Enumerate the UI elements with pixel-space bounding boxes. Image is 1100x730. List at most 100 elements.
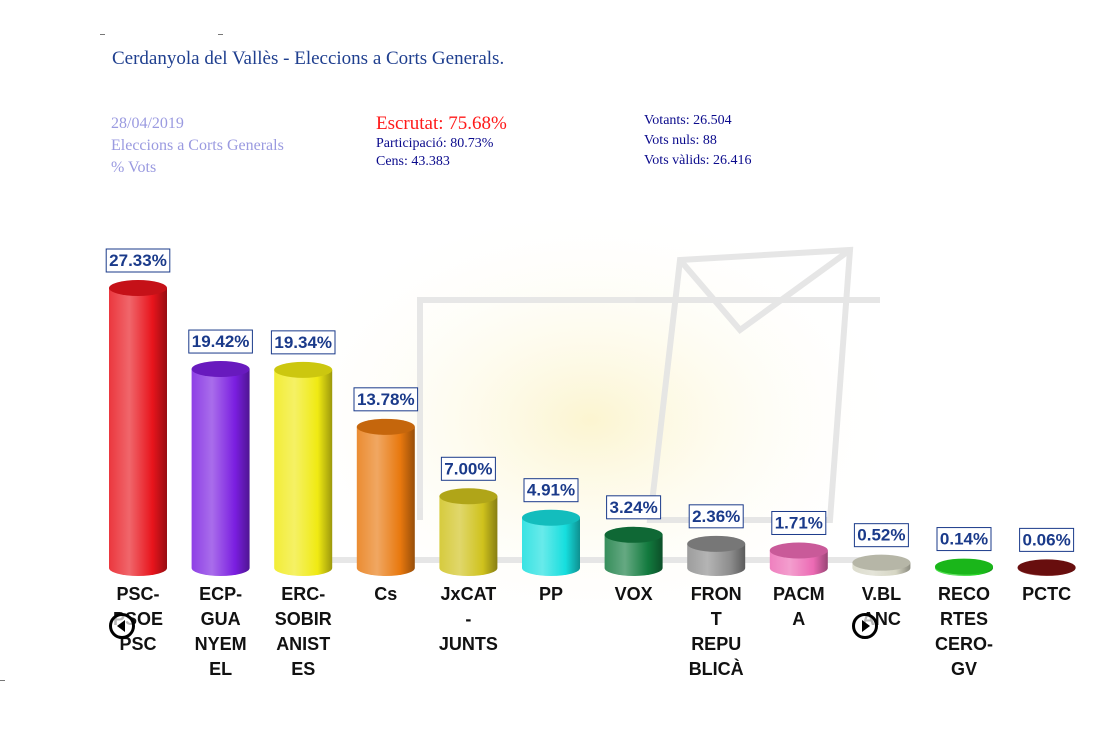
bar-group: 7.00% JxCAT - JUNTS: [439, 456, 498, 654]
category-label: T: [711, 609, 722, 629]
category-label: EL: [209, 659, 232, 679]
category-label: PCTC: [1022, 584, 1071, 604]
bar-cap: [356, 418, 415, 435]
data-label: 19.34%: [274, 333, 332, 352]
data-label: 4.91%: [527, 481, 575, 500]
bar-group: 13.78% Cs: [353, 387, 419, 604]
category-label: PSC: [119, 634, 156, 654]
category-label: JUNTS: [439, 634, 498, 654]
data-label: 27.33%: [109, 251, 167, 270]
bar: [274, 369, 333, 576]
category-label: REPU: [691, 634, 741, 654]
bar: [687, 543, 746, 576]
prev-button[interactable]: [109, 613, 135, 639]
data-label: 7.00%: [444, 459, 492, 478]
bar-cap: [687, 535, 746, 552]
bar-group: 0.14% RECO RTES CERO- GV: [935, 527, 993, 679]
data-label-box: [1019, 527, 1075, 552]
bar-cap: [109, 280, 167, 296]
category-label: FRON: [691, 584, 742, 604]
category-label: V.BL: [862, 584, 901, 604]
data-label-box: [440, 456, 496, 481]
corner-mark: [218, 34, 223, 35]
data-label-box: [523, 478, 579, 503]
info-left: 28/04/2019 Eleccions a Corts Generals % …: [111, 113, 284, 179]
category-label: A: [792, 609, 805, 629]
data-label: 0.06%: [1022, 530, 1070, 549]
bar-group: 1.71% PACM A: [769, 510, 828, 629]
data-label-box: [188, 329, 253, 354]
category-label: SOBIR: [275, 609, 332, 629]
data-label-box: [771, 510, 827, 535]
data-label-box: [688, 504, 744, 529]
data-label: 3.24%: [609, 498, 657, 517]
bar: [356, 426, 415, 576]
bar-cap: [522, 509, 580, 526]
corner-mark: [100, 34, 105, 35]
bar-cap: [769, 542, 828, 559]
data-label: 2.36%: [692, 507, 740, 526]
bar: [439, 496, 498, 576]
category-label: PP: [539, 584, 563, 604]
category-label: GV: [951, 659, 977, 679]
participacio-text: Participació: 80.73%: [376, 136, 494, 151]
data-label: 19.42%: [192, 332, 250, 351]
category-label: JxCAT: [441, 584, 497, 604]
cens-text: Cens: 43.383: [376, 154, 450, 169]
bar: [604, 534, 663, 576]
info-right: Votants: 26.504 Vots nuls: 88 Vots vàlid…: [644, 111, 751, 171]
category-label: RTES: [940, 609, 988, 629]
category-label: Cs: [374, 584, 397, 604]
votants-text: Votants: 26.504: [644, 113, 732, 128]
category-label: CERO-: [935, 634, 993, 654]
data-label: 13.78%: [357, 390, 415, 409]
bar: [109, 288, 167, 576]
arrow-right-icon: [862, 620, 870, 632]
data-label-box: [353, 387, 419, 412]
bar-group: 3.24% VOX: [604, 495, 663, 604]
bar-cap: [935, 558, 993, 575]
bar-group: 4.91% PP: [522, 478, 580, 604]
escrutat-text: Escrutat: 75.68%: [376, 113, 507, 134]
bar-cap: [1017, 559, 1076, 576]
category-label: RECO: [938, 584, 990, 604]
bar-group: 0.06% PCTC: [1017, 527, 1076, 604]
bar-cap: [852, 554, 911, 571]
data-label-box: [936, 527, 992, 552]
arrow-left-icon: [117, 620, 125, 632]
metric-label: % Vots: [111, 159, 157, 176]
page-title: Cerdanyola del Vallès - Eleccions a Cort…: [112, 48, 505, 69]
category-label: ECP-: [199, 584, 242, 604]
bar-group: 2.36% FRON T REPU BLICÀ: [687, 504, 746, 679]
bar-cap: [604, 526, 663, 543]
next-button[interactable]: [852, 613, 878, 639]
bar-cap: [191, 361, 250, 378]
bar: [522, 517, 580, 576]
category-label: PSC-: [116, 584, 159, 604]
category-label: ERC-: [281, 584, 325, 604]
category-label: NYEM: [195, 634, 247, 654]
data-label: 0.52%: [857, 526, 905, 545]
election-date: 28/04/2019: [111, 115, 184, 132]
election-name: Eleccions a Corts Generals: [111, 137, 284, 154]
data-label: 1.71%: [775, 513, 823, 532]
category-label: GUA: [201, 609, 241, 629]
bar-group: 19.34% ERC- SOBIR ANIST ES: [270, 330, 336, 679]
bar-cap: [274, 361, 333, 378]
info-middle: Escrutat: 75.68% Participació: 80.73% Ce…: [376, 113, 507, 171]
bar-group: 19.42% ECP- GUA NYEM EL: [188, 329, 253, 679]
category-label: VOX: [615, 584, 653, 604]
data-label-box: [853, 523, 909, 548]
category-label: PACM: [773, 584, 825, 604]
data-label: 0.14%: [940, 530, 988, 549]
data-label-box: [606, 495, 662, 520]
vots-nuls-text: Vots nuls: 88: [644, 133, 717, 148]
corner-mark: [0, 680, 5, 681]
category-label: BLICÀ: [689, 658, 744, 679]
bar-cap: [439, 488, 498, 505]
vots-valids-text: Vots vàlids: 26.416: [644, 153, 752, 168]
bar: [191, 369, 250, 576]
category-label: ES: [291, 659, 315, 679]
